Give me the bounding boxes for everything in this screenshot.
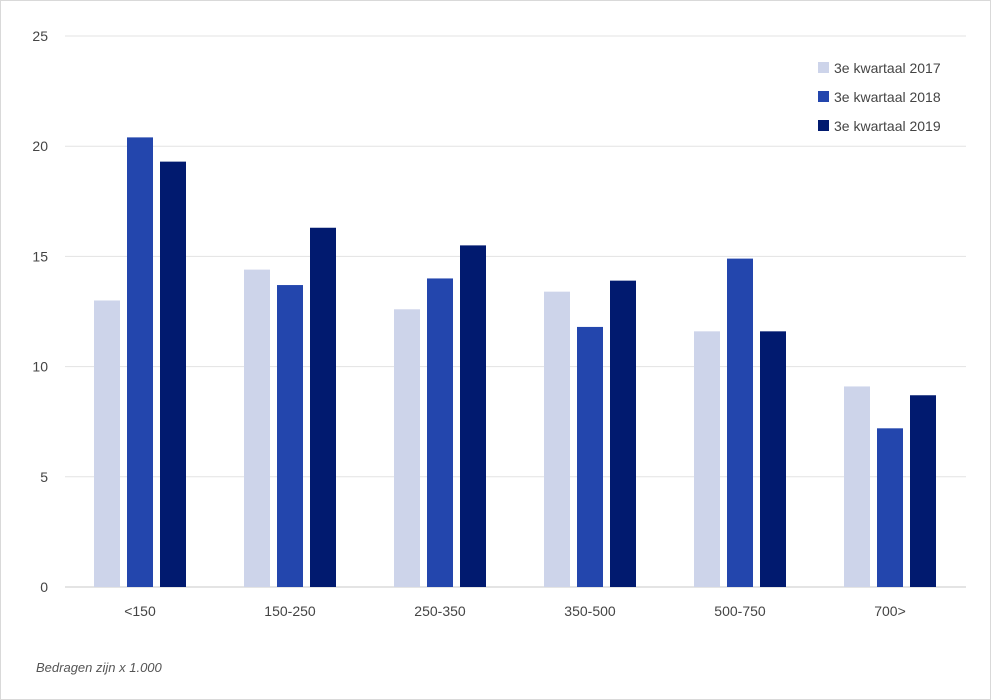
x-tick-label: 500-750 bbox=[714, 603, 766, 619]
bar bbox=[394, 309, 420, 587]
bar bbox=[460, 245, 486, 587]
x-tick-label: 700> bbox=[874, 603, 906, 619]
x-tick-label: 150-250 bbox=[264, 603, 316, 619]
y-tick-label: 5 bbox=[40, 469, 48, 485]
legend-swatch bbox=[818, 62, 829, 73]
bar bbox=[910, 395, 936, 587]
legend-label: 3e kwartaal 2017 bbox=[834, 60, 941, 76]
bar bbox=[760, 331, 786, 587]
y-tick-label: 25 bbox=[32, 28, 48, 44]
bar bbox=[244, 269, 270, 587]
bar bbox=[727, 258, 753, 587]
y-tick-label: 15 bbox=[32, 248, 48, 264]
y-tick-label: 10 bbox=[32, 359, 48, 375]
x-tick-label: 350-500 bbox=[564, 603, 616, 619]
bar bbox=[877, 428, 903, 587]
bar bbox=[94, 300, 120, 587]
bar bbox=[610, 280, 636, 587]
bar bbox=[127, 137, 153, 587]
bar bbox=[427, 278, 453, 587]
bar bbox=[544, 291, 570, 587]
bar bbox=[577, 326, 603, 587]
y-tick-label: 0 bbox=[40, 579, 48, 595]
y-tick-label: 20 bbox=[32, 138, 48, 154]
bar bbox=[310, 227, 336, 588]
legend-swatch bbox=[818, 91, 829, 102]
legend-label: 3e kwartaal 2018 bbox=[834, 89, 941, 105]
x-tick-label: 250-350 bbox=[414, 603, 466, 619]
amounts-note: Bedragen zijn x 1.000 bbox=[36, 660, 162, 675]
bar bbox=[694, 331, 720, 587]
legend-label: 3e kwartaal 2019 bbox=[834, 118, 941, 134]
bar bbox=[844, 386, 870, 587]
bar bbox=[160, 161, 186, 588]
bar bbox=[277, 285, 303, 587]
legend-swatch bbox=[818, 120, 829, 131]
x-tick-label: <150 bbox=[124, 603, 156, 619]
